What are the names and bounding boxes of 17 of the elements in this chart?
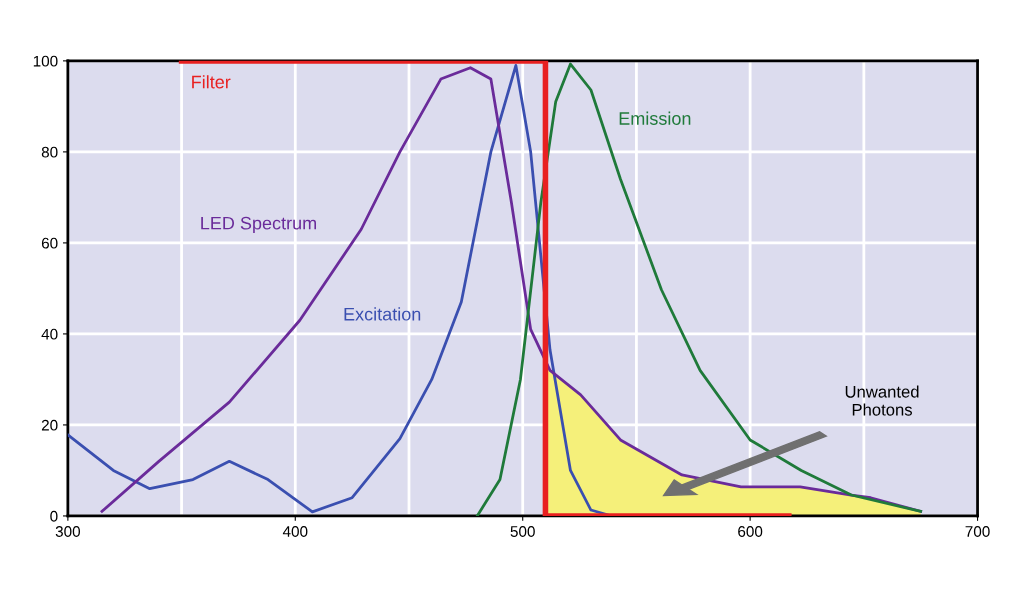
y-tick-label: 20 bbox=[41, 419, 58, 431]
x-tick-label: 700 bbox=[965, 526, 990, 537]
x-tick-label: 600 bbox=[738, 526, 763, 537]
y-tick-label: 100 bbox=[33, 55, 58, 67]
series-label: LED Spectrum bbox=[201, 216, 316, 234]
x-tick-label: 400 bbox=[282, 526, 308, 537]
line-series bbox=[475, 62, 923, 516]
annotation: Unwanted Photons bbox=[845, 385, 919, 416]
x-tick-label: 500 bbox=[510, 526, 535, 537]
y-tick-label: 80 bbox=[41, 146, 58, 158]
series-label: Filter bbox=[192, 75, 231, 89]
x-tick-label: 300 bbox=[55, 526, 81, 537]
y-tick-label: 60 bbox=[41, 237, 58, 249]
series-label: Emission bbox=[619, 111, 691, 125]
y-tick-label: 0 bbox=[50, 510, 58, 522]
series-label: Excitation bbox=[344, 307, 421, 321]
y-tick-label: 40 bbox=[41, 328, 58, 340]
